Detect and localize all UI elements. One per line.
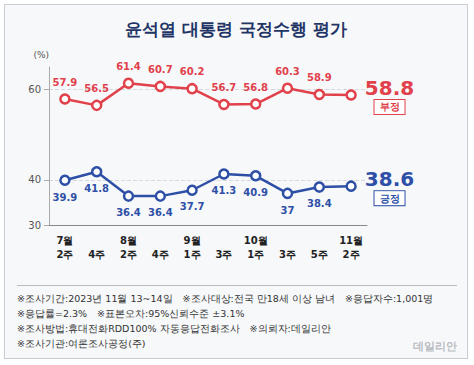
svg-text:2주: 2주 xyxy=(120,249,137,260)
svg-text:41.3: 41.3 xyxy=(212,185,237,196)
svg-text:60.7: 60.7 xyxy=(148,64,173,75)
svg-text:9월: 9월 xyxy=(184,235,201,246)
svg-text:60.2: 60.2 xyxy=(180,66,205,77)
html-text:※조사방법:휴대전화RDD100% 자동응답전화조사: ※조사방법:휴대전화RDD100% 자동응답전화조사 xyxy=(17,323,240,334)
html-text:데일리안: 데일리안 xyxy=(413,340,457,353)
html-text:※조사기간:2023년 11월 13~14일: ※조사기간:2023년 11월 13~14일 xyxy=(17,293,173,304)
svg-text:2주: 2주 xyxy=(56,249,73,260)
svg-text:4주: 4주 xyxy=(88,249,105,260)
svg-text:1주: 1주 xyxy=(247,249,264,260)
svg-text:41.8: 41.8 xyxy=(84,183,109,194)
svg-text:57.9: 57.9 xyxy=(53,77,78,88)
svg-text:38.4: 38.4 xyxy=(307,198,332,209)
svg-text:2주: 2주 xyxy=(343,249,360,260)
html-text:※조사기관:여론조사공정(주): ※조사기관:여론조사공정(주) xyxy=(17,338,146,349)
svg-text:3주: 3주 xyxy=(279,249,296,260)
svg-text:10월: 10월 xyxy=(244,235,268,246)
svg-text:11월: 11월 xyxy=(339,235,363,246)
svg-text:윤석열 대통령 국정수행 평가: 윤석열 대통령 국정수행 평가 xyxy=(125,19,347,39)
svg-text:5주: 5주 xyxy=(311,249,328,260)
svg-text:56.7: 56.7 xyxy=(212,82,237,93)
svg-text:58.8: 58.8 xyxy=(365,76,414,100)
svg-text:긍정: 긍정 xyxy=(380,193,400,204)
svg-text:36.4: 36.4 xyxy=(148,207,173,218)
html-text:※응답자수:1,001명: ※응답자수:1,001명 xyxy=(344,293,434,304)
svg-text:56.8: 56.8 xyxy=(243,82,268,93)
svg-text:7월: 7월 xyxy=(56,235,73,246)
svg-text:37: 37 xyxy=(281,205,295,216)
svg-text:1주: 1주 xyxy=(184,249,201,260)
svg-text:3주: 3주 xyxy=(215,249,232,260)
svg-text:(%): (%) xyxy=(33,50,49,60)
svg-text:부정: 부정 xyxy=(380,101,400,112)
svg-text:37.7: 37.7 xyxy=(180,201,205,212)
html-text:※응답률=2.3%: ※응답률=2.3% xyxy=(17,308,88,319)
svg-text:40.9: 40.9 xyxy=(243,187,268,198)
svg-text:61.4: 61.4 xyxy=(116,61,141,72)
svg-text:4주: 4주 xyxy=(152,249,169,260)
svg-text:38.6: 38.6 xyxy=(365,167,414,191)
html-text:※조사대상:전국 만18세 이상 남녀: ※조사대상:전국 만18세 이상 남녀 xyxy=(182,293,335,304)
svg-text:8월: 8월 xyxy=(120,235,137,246)
svg-text:56.5: 56.5 xyxy=(84,83,109,94)
svg-text:39.9: 39.9 xyxy=(53,192,78,203)
svg-text:60.3: 60.3 xyxy=(275,66,300,77)
svg-text:58.9: 58.9 xyxy=(307,72,332,83)
svg-text:40: 40 xyxy=(28,174,41,185)
svg-text:36.4: 36.4 xyxy=(116,207,141,218)
html-text:※의뢰자:데일리안: ※의뢰자:데일리안 xyxy=(249,323,331,334)
html-text:※표본오차:95%신뢰수준 ±3.1%: ※표본오차:95%신뢰수준 ±3.1% xyxy=(97,308,245,319)
svg-text:30: 30 xyxy=(28,220,41,231)
svg-text:60: 60 xyxy=(28,84,41,95)
